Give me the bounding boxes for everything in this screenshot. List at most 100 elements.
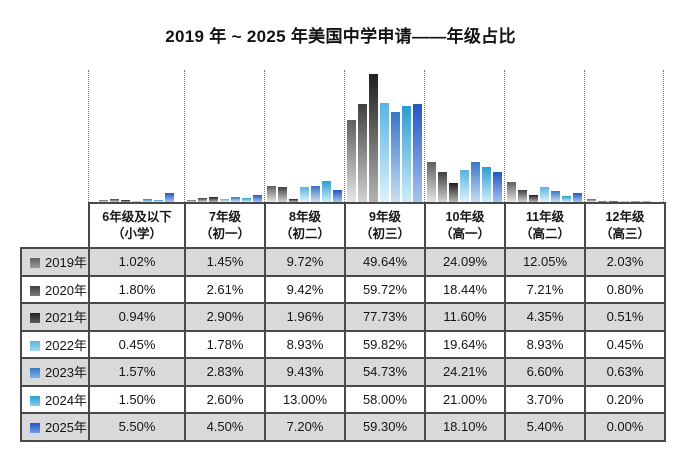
value-cell-2020-col3: 9.42% <box>264 274 346 304</box>
bar-2024-group2 <box>242 197 251 202</box>
value-cell-2021-col4: 77.73% <box>344 302 426 332</box>
value-cell-2021-col6: 4.35% <box>504 302 586 332</box>
column-header-4: 9年级 （初三） <box>344 202 426 249</box>
column-header-3: 8年级 （初二） <box>264 202 346 249</box>
chart-group-1 <box>88 70 184 202</box>
value-cell-2019-col6: 12.05% <box>504 247 586 277</box>
bar-2022-group5 <box>460 169 469 202</box>
table-header-row: 6年级及以下 （小学） 7年级 （初一） 8年级 （初二） 9年级 （初三） 10年级 （高一） 1… <box>21 202 666 249</box>
column-header-7: 12年级 （高三） <box>584 202 666 249</box>
column-header-line1: 8年级 <box>289 209 321 224</box>
value-cell-2022-col6: 8.93% <box>504 329 586 359</box>
value-cell-2022-col1: 0.45% <box>88 329 186 359</box>
value-cell-2020-col5: 18.44% <box>424 274 506 304</box>
bar-2020-group3 <box>278 186 287 202</box>
column-header-line1: 6年级及以下 <box>102 209 172 224</box>
bar-2021-group3 <box>289 198 298 202</box>
legend-year-label: 2019年 <box>45 255 87 271</box>
table-row-2019: 2019年 1.02% 1.45% 9.72% 49.64% 24.09% 12.05% 2.… <box>20 247 666 277</box>
bar-2020-group1 <box>110 199 119 202</box>
value-cell-2019-col4: 49.64% <box>344 247 426 277</box>
bar-2019-group7 <box>586 198 596 202</box>
bar-2021-group5 <box>449 182 458 202</box>
bar-2025-group5 <box>493 172 502 202</box>
bar-chart <box>20 70 664 202</box>
table-corner-cell <box>21 203 89 248</box>
table-row-2025: 2025年 5.50% 4.50% 7.20% 59.30% 18.10% 5.40% 0.0… <box>20 412 666 442</box>
legend-swatch-icon <box>30 258 40 269</box>
bar-2020-group7 <box>597 200 607 202</box>
value-cell-2019-col7: 2.03% <box>584 247 666 277</box>
table-row-2021: 2021年 0.94% 2.90% 1.96% 77.73% 11.60% 4.35% 0.5… <box>20 302 666 332</box>
bar-2023-group2 <box>231 197 240 202</box>
value-cell-2024-col5: 21.00% <box>424 384 506 414</box>
bar-2021-group4 <box>369 73 378 202</box>
bar-2022-group3 <box>300 187 309 202</box>
value-cell-2020-col1: 1.80% <box>88 274 186 304</box>
value-cell-2019-col1: 1.02% <box>88 247 186 277</box>
value-cell-2025-col5: 18.10% <box>424 412 506 442</box>
column-header-line2: （初一） <box>199 226 250 241</box>
legend-swatch-icon <box>30 423 40 434</box>
value-cell-2024-col2: 2.60% <box>184 384 266 414</box>
column-header-line2: （初二） <box>279 226 330 241</box>
chart-group-5 <box>424 70 504 202</box>
value-cell-2024-col6: 3.70% <box>504 384 586 414</box>
value-cell-2020-col7: 0.80% <box>584 274 666 304</box>
bar-2022-group4 <box>380 103 389 202</box>
value-cell-2023-col2: 2.83% <box>184 357 266 387</box>
legend-year-label: 2025年 <box>45 420 87 436</box>
value-cell-2024-col1: 1.50% <box>88 384 186 414</box>
bar-2025-group2 <box>253 194 262 202</box>
chart-group-6 <box>504 70 584 202</box>
bar-2019-group3 <box>267 186 276 202</box>
column-header-6: 11年级 （高二） <box>504 202 586 249</box>
bar-2024-group6 <box>562 195 571 202</box>
value-cell-2023-col4: 54.73% <box>344 357 426 387</box>
value-cell-2022-col3: 8.93% <box>264 329 346 359</box>
bar-2020-group2 <box>198 197 207 202</box>
page-title: 2019 年 ~ 2025 年美国中学申请——年级占比 <box>165 27 516 46</box>
bar-2022-group7 <box>619 200 629 202</box>
legend-year-label: 2024年 <box>45 392 87 408</box>
legend-cell-2021: 2021年 <box>20 302 90 332</box>
table-row-2024: 2024年 1.50% 2.60% 13.00% 58.00% 21.00% 3.70% 0.… <box>20 384 666 414</box>
table-body: 2019年 1.02% 1.45% 9.72% 49.64% 24.09% 12.05% 2.… <box>20 247 666 442</box>
value-cell-2025-col2: 4.50% <box>184 412 266 442</box>
bar-2024-group3 <box>322 180 331 202</box>
bar-2021-group1 <box>121 200 130 202</box>
value-cell-2023-col7: 0.63% <box>584 357 666 387</box>
column-header-line2: （小学） <box>111 226 162 241</box>
legend-cell-2019: 2019年 <box>20 247 90 277</box>
chart-group-7 <box>584 70 664 202</box>
value-cell-2025-col6: 5.40% <box>504 412 586 442</box>
legend-cell-2020: 2020年 <box>20 274 90 304</box>
bar-2019-group6 <box>507 182 516 202</box>
column-header-line2: （初三） <box>359 226 410 241</box>
legend-year-label: 2020年 <box>45 282 87 298</box>
value-cell-2025-col3: 7.20% <box>264 412 346 442</box>
bar-2025-group6 <box>573 193 582 202</box>
bar-2022-group2 <box>220 199 229 202</box>
legend-swatch-icon <box>30 395 40 406</box>
value-cell-2023-col1: 1.57% <box>88 357 186 387</box>
bar-2025-group1 <box>165 192 174 202</box>
legend-swatch-icon <box>30 368 40 379</box>
value-cell-2023-col3: 9.43% <box>264 357 346 387</box>
value-cell-2019-col2: 1.45% <box>184 247 266 277</box>
legend-cell-2022: 2022年 <box>20 329 90 359</box>
value-cell-2020-col6: 7.21% <box>504 274 586 304</box>
bar-2020-group4 <box>358 103 367 202</box>
value-cell-2024-col3: 13.00% <box>264 384 346 414</box>
bar-2021-group2 <box>209 197 218 202</box>
table-row-2023: 2023年 1.57% 2.83% 9.43% 54.73% 24.21% 6.60% 0.6… <box>20 357 666 387</box>
column-header-line1: 12年级 <box>605 209 645 224</box>
value-cell-2021-col3: 1.96% <box>264 302 346 332</box>
value-cell-2022-col2: 1.78% <box>184 329 266 359</box>
chart-legend-spacer <box>20 70 88 202</box>
bar-2023-group4 <box>391 111 400 202</box>
legend-cell-2025: 2025年 <box>20 412 90 442</box>
table-row-2022: 2022年 0.45% 1.78% 8.93% 59.82% 19.64% 8.93% 0.4… <box>20 329 666 359</box>
bar-2023-group1 <box>143 199 152 202</box>
bar-2024-group7 <box>641 200 651 202</box>
